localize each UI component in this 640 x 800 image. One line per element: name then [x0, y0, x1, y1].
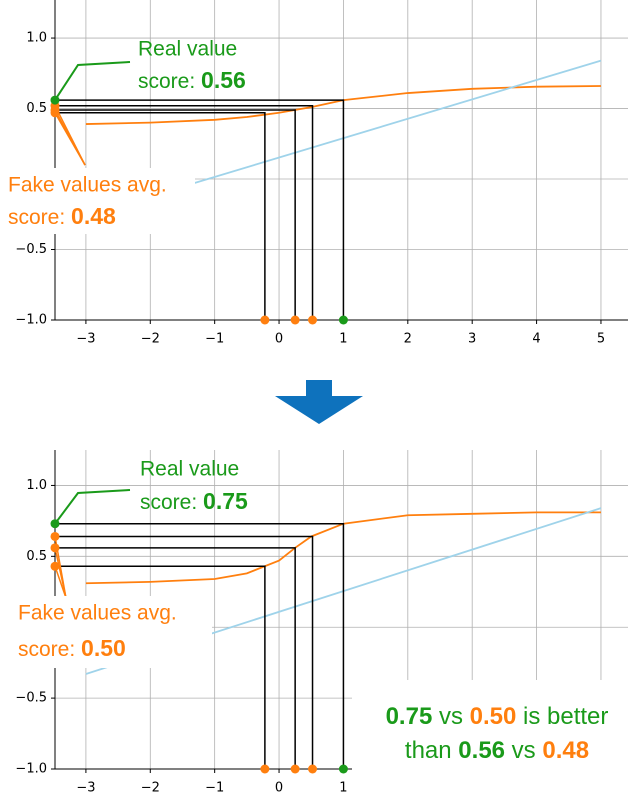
x-tick-label: −2	[141, 781, 160, 796]
y-tick-label: 0.5	[26, 101, 47, 116]
real-label: Real value	[138, 38, 237, 61]
x-point	[338, 764, 348, 774]
note-part: 0.50	[470, 703, 517, 730]
down-arrow	[275, 380, 363, 424]
note-part: is better	[516, 703, 608, 730]
x-point	[290, 315, 300, 325]
connector	[55, 565, 266, 769]
y-tick-label: −1.0	[15, 762, 47, 777]
note-part: 0.56	[458, 737, 505, 764]
x-tick-label: −1	[205, 781, 224, 796]
x-point	[260, 315, 270, 325]
note-part: vs	[432, 703, 469, 730]
connector	[55, 99, 345, 320]
note-box	[352, 680, 640, 800]
fake-label: Fake values avg.	[8, 174, 167, 197]
real-score-prefix: score:	[140, 491, 203, 514]
note-part: than	[405, 737, 458, 764]
note-line: 0.75 vs 0.50 is better	[386, 703, 609, 730]
y-tick-label: −0.5	[15, 242, 47, 257]
fake-leader	[54, 105, 86, 166]
x-point	[308, 315, 318, 325]
y-tick-label: −1.0	[15, 313, 47, 328]
real-score-prefix: score:	[138, 70, 201, 93]
real-leader	[54, 489, 131, 525]
connector	[55, 522, 345, 769]
real-label: Real value	[140, 458, 239, 481]
x-tick-label: 3	[468, 332, 476, 347]
fake-label-bg	[12, 596, 212, 668]
y-tick-label: 1.0	[26, 478, 47, 493]
real-score: score: 0.56	[138, 67, 246, 93]
connector	[55, 109, 296, 320]
real-leader	[54, 61, 131, 101]
x-tick-label: 5	[597, 332, 605, 347]
fake-label-bg	[0, 168, 195, 234]
x-point	[260, 764, 270, 774]
x-tick-label: 0	[275, 332, 283, 347]
note-line: than 0.56 vs 0.48	[405, 737, 589, 764]
x-tick-label: 0	[275, 781, 283, 796]
connector	[55, 535, 314, 769]
fake-leader	[54, 536, 67, 599]
x-tick-label: −1	[205, 332, 224, 347]
real-score-value: 0.75	[203, 488, 248, 514]
real-score: score: 0.75	[140, 488, 248, 514]
x-point	[338, 315, 348, 325]
y-tick-label: 0.5	[26, 549, 47, 564]
connector	[55, 112, 266, 320]
x-point	[308, 764, 318, 774]
x-tick-label: −3	[76, 332, 95, 347]
fake-score-prefix: score:	[8, 206, 71, 229]
fake-score: score: 0.50	[18, 635, 126, 661]
x-tick-label: −2	[141, 332, 160, 347]
y-tick-label: −0.5	[15, 691, 47, 706]
fake-score-value: 0.48	[71, 203, 116, 229]
x-tick-label: −3	[76, 781, 95, 796]
note-part: 0.75	[386, 703, 433, 730]
fake-score: score: 0.48	[8, 203, 116, 229]
x-point	[290, 764, 300, 774]
fake-score-prefix: score:	[18, 638, 81, 661]
real-score-value: 0.56	[201, 67, 246, 93]
fake-score-value: 0.50	[81, 635, 126, 661]
note-part: 0.48	[542, 737, 589, 764]
series-line	[85, 85, 601, 125]
fake-label: Fake values avg.	[18, 602, 177, 625]
connector	[55, 547, 296, 769]
x-tick-label: 4	[532, 332, 540, 347]
connector	[55, 104, 314, 320]
x-tick-label: 1	[339, 332, 347, 347]
x-tick-label: 2	[404, 332, 412, 347]
x-tick-label: 1	[339, 781, 347, 796]
note-part: vs	[505, 737, 542, 764]
y-tick-label: 1.0	[26, 31, 47, 46]
series-line	[85, 511, 601, 585]
